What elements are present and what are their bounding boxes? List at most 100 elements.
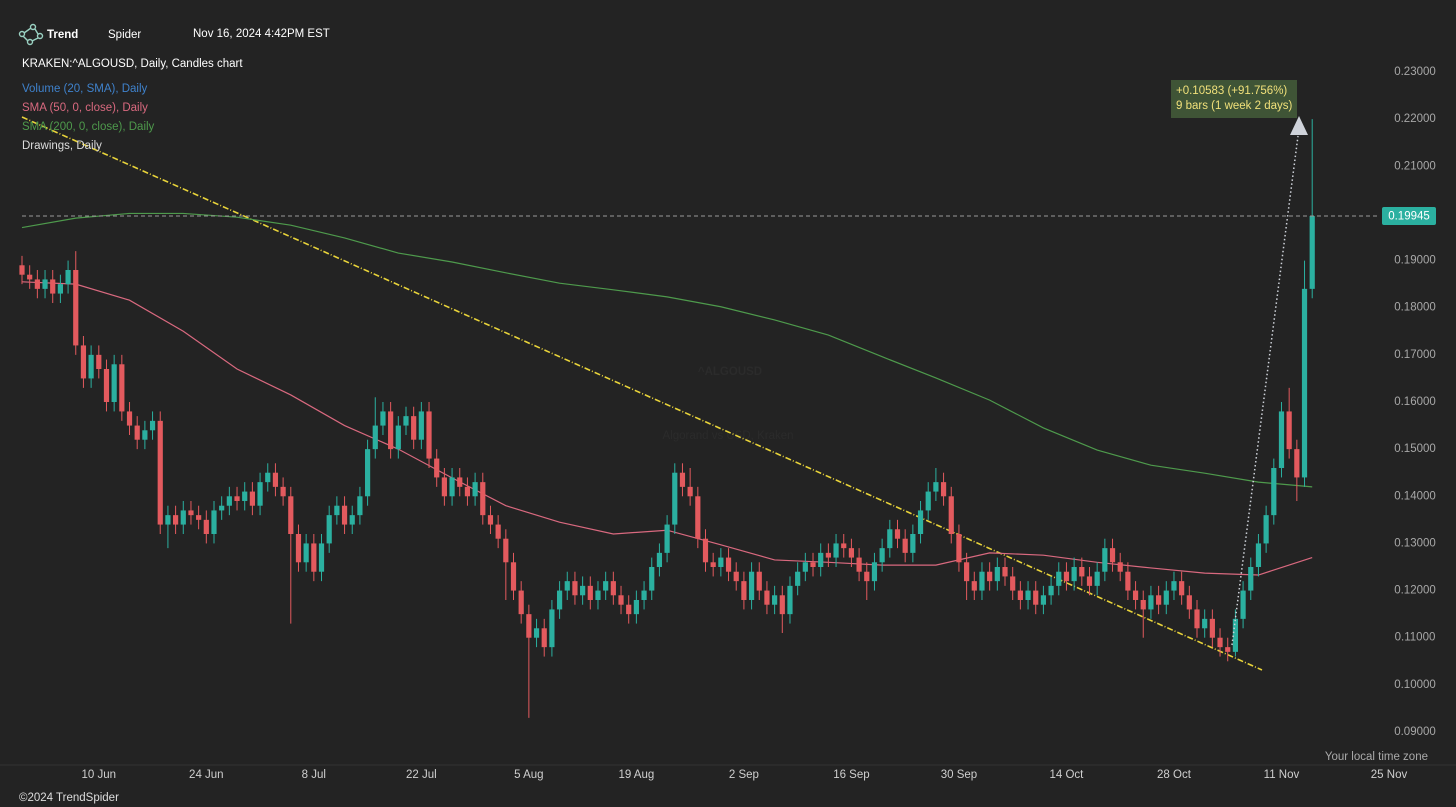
candle-body	[733, 571, 739, 582]
candle-body	[956, 534, 962, 563]
candle-body	[526, 614, 532, 638]
candle-body	[1163, 590, 1169, 605]
candle-body	[1071, 567, 1077, 582]
candle-body	[848, 548, 855, 558]
candle-body	[1186, 595, 1192, 610]
x-tick-label: 11 Nov	[1264, 769, 1300, 781]
candle-body	[1278, 411, 1285, 468]
candle-body	[27, 274, 33, 280]
candle-body	[188, 510, 194, 516]
candle-body	[196, 515, 202, 520]
y-tick-label: 0.10000	[1394, 679, 1436, 691]
candle-body	[533, 628, 540, 638]
candle-body	[211, 510, 217, 534]
candle-body	[265, 472, 271, 483]
candle-body	[288, 496, 294, 534]
candle-body	[157, 420, 163, 525]
arrow-head	[1290, 116, 1308, 135]
candle-body	[833, 543, 839, 558]
candle-body	[326, 515, 332, 544]
candle-body	[779, 595, 785, 615]
candle-body	[656, 552, 663, 567]
y-tick-label: 0.16000	[1394, 396, 1436, 408]
candle-body	[272, 472, 279, 487]
candle-body	[1171, 581, 1177, 591]
brand-light: Spider	[108, 29, 141, 41]
candle-body	[641, 590, 647, 600]
candle-body	[426, 411, 432, 459]
candle-body	[1301, 288, 1308, 478]
measure-change: +0.10583 (+91.756%)	[1176, 85, 1287, 97]
candle-body	[894, 529, 901, 539]
candle-body	[103, 369, 110, 402]
plot: 0.09000 0.10000 0.11000 0.12000 0.13000 0.140…	[19, 66, 1436, 781]
candle-body	[518, 590, 524, 615]
candle-body	[864, 571, 870, 582]
candle-body	[73, 270, 79, 346]
candle-body	[1109, 548, 1116, 563]
candle-body	[418, 411, 424, 440]
candle-body	[1179, 581, 1185, 596]
candle-body	[1309, 216, 1315, 289]
candle-body	[472, 482, 478, 497]
candle-body	[1194, 609, 1200, 629]
candle-body	[34, 279, 40, 289]
candle-body	[1017, 590, 1023, 600]
candle-body	[649, 567, 655, 591]
x-tick-label: 30 Sep	[941, 769, 977, 781]
candle-body	[795, 571, 801, 586]
candle-body	[802, 562, 808, 572]
measure-arrow	[1231, 135, 1299, 646]
candle-body	[42, 279, 48, 289]
candle-body	[487, 515, 494, 525]
candle-body	[180, 510, 186, 525]
candle-body	[88, 354, 94, 379]
x-tick-label: 19 Aug	[618, 769, 654, 781]
candle-body	[633, 600, 639, 615]
candle-body	[1255, 543, 1262, 567]
candle-body	[871, 562, 878, 582]
candle-body	[748, 571, 755, 600]
candle-body	[1010, 576, 1016, 591]
timezone-note: Your local time zone	[1325, 751, 1428, 763]
watermark: ^ALGOUSD	[698, 366, 762, 378]
candle-body	[1202, 618, 1208, 629]
candle-body	[434, 458, 440, 478]
candle-body	[787, 585, 793, 615]
candle-body	[725, 557, 732, 572]
candle-body	[810, 562, 816, 567]
candle-body	[856, 557, 862, 572]
candle-body	[572, 581, 578, 596]
last-price-tag	[1382, 207, 1436, 226]
candle-body	[818, 552, 824, 567]
candle-body	[917, 510, 924, 534]
candle-body	[1271, 468, 1277, 516]
candle-body	[1048, 585, 1054, 596]
candle-body	[1002, 567, 1008, 577]
candle-body	[718, 557, 724, 567]
candle-body	[564, 581, 570, 591]
candle-body	[1132, 590, 1139, 600]
candle-body	[964, 562, 970, 582]
y-tick-label: 0.14000	[1394, 490, 1436, 502]
candle-body	[1033, 590, 1039, 605]
candle-body	[971, 581, 977, 591]
candle-body	[480, 482, 486, 516]
candle-body	[357, 496, 363, 516]
y-tick-label: 0.21000	[1394, 160, 1436, 172]
candle-body	[603, 581, 609, 591]
candle-body	[940, 482, 947, 497]
candle-body	[1094, 571, 1100, 586]
y-tick-label: 0.09000	[1394, 726, 1436, 738]
candle-body	[510, 562, 517, 591]
candle-body	[948, 496, 954, 534]
candle-body	[741, 581, 747, 600]
copyright: ©2024 TrendSpider	[19, 792, 119, 804]
candle-body	[142, 430, 148, 440]
candle-body	[610, 581, 616, 596]
candle-body	[341, 505, 348, 525]
candle-body	[925, 491, 931, 511]
candle-body	[1140, 600, 1146, 610]
